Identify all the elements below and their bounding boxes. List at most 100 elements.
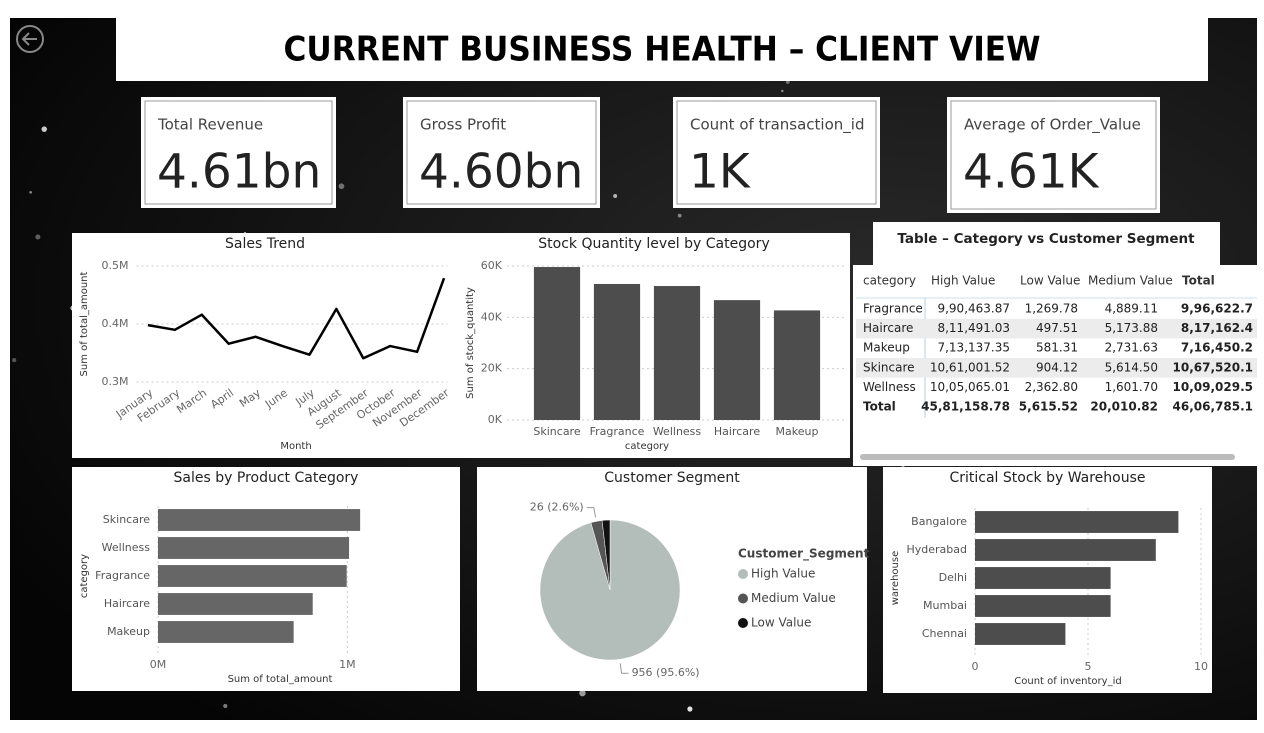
table-cell: 7,13,137.35 [937, 341, 1010, 355]
x-axis-title: Sum of total_amount [228, 674, 333, 685]
x-tick-label: 1M [339, 658, 356, 671]
x-tick-label: Wellness [653, 425, 702, 438]
table-header: category [863, 274, 916, 288]
table-cell: Makeup [863, 341, 910, 355]
table-cell: 497.51 [1036, 321, 1078, 335]
table-cell: 904.12 [1036, 360, 1078, 374]
bar [773, 310, 821, 420]
table-cell: 5,614.50 [1105, 360, 1158, 374]
table-header: Total [1182, 274, 1215, 288]
table-cell: 20,010.82 [1090, 400, 1158, 414]
bar [653, 286, 701, 420]
bg-dot [677, 213, 682, 218]
bar [158, 565, 347, 587]
bg-dot [29, 190, 32, 194]
kpi-card [947, 97, 1160, 213]
kpi-border [406, 100, 597, 205]
bar [713, 300, 761, 420]
table-cell: 8,17,162.4 [1181, 321, 1253, 335]
x-axis-title: category [625, 441, 669, 452]
table-cell: 8,11,491.03 [937, 321, 1010, 335]
chart-title: Critical Stock by Warehouse [949, 470, 1145, 486]
y-tick-label: Makeup [107, 625, 150, 638]
chart-panel [72, 233, 458, 458]
table-title-panel [873, 222, 1220, 265]
kpi-label: Count of transaction_id [690, 116, 864, 135]
kpi-value: 1K [689, 145, 751, 200]
y-axis-title: Sum of stock_quantity [465, 287, 476, 399]
table-cell: Skincare [863, 360, 915, 374]
table-cell: 5,615.52 [1019, 400, 1078, 414]
bar [158, 537, 350, 559]
bar [533, 267, 581, 420]
y-axis-title: warehouse [890, 551, 901, 606]
y-tick-label: 0.5M [102, 259, 129, 272]
chart-title: Sales by Product Category [174, 470, 359, 486]
y-tick-label: Bangalore [911, 515, 967, 528]
y-tick-label: Mumbai [923, 599, 967, 612]
table-title: Table – Category vs Customer Segment [897, 231, 1195, 247]
x-axis-title: Count of inventory_id [1014, 676, 1121, 687]
bar [975, 511, 1179, 533]
table-cell: Fragrance [863, 302, 923, 316]
bar [975, 539, 1156, 561]
bar [975, 623, 1066, 645]
chart-title: Sales Trend [225, 236, 305, 252]
kpi-label: Gross Profit [420, 116, 506, 134]
kpi-border [950, 100, 1157, 210]
y-tick-label: 0.3M [102, 375, 129, 388]
leader-line [619, 663, 629, 674]
table-header: Low Value [1020, 274, 1080, 288]
y-axis-title: category [79, 554, 90, 598]
kpi-value: 4.60bn [419, 145, 583, 200]
chart-title: Customer Segment [604, 470, 740, 486]
table-cell: 10,67,520.1 [1173, 360, 1253, 374]
y-tick-label: 0.4M [102, 317, 129, 330]
x-tick-label: 0 [972, 660, 979, 673]
x-tick-label: 5 [1085, 660, 1092, 673]
legend-marker [738, 569, 748, 579]
kpi-label: Average of Order_Value [964, 116, 1141, 135]
kpi-card [403, 97, 600, 208]
x-tick-label: Skincare [533, 425, 580, 438]
bg-dot [781, 89, 784, 93]
legend-marker [738, 618, 748, 628]
y-tick-label: Chennai [922, 627, 967, 640]
bar [158, 509, 361, 531]
data-label: 956 (95.6%) [632, 666, 700, 679]
bar [158, 621, 294, 643]
bg-dot [41, 126, 48, 132]
bg-dot [613, 193, 618, 198]
x-tick-label: 0M [150, 658, 167, 671]
y-tick-label: 0K [488, 413, 503, 426]
table-cell: 10,61,001.52 [930, 360, 1010, 374]
table-cell: 2,362.80 [1025, 380, 1078, 394]
table-cell: 7,16,450.2 [1181, 341, 1253, 355]
y-tick-label: 20K [481, 362, 503, 375]
table-cell: 2,731.63 [1105, 341, 1158, 355]
title-bar [116, 18, 1208, 81]
table-cell: 4,889.11 [1105, 302, 1158, 316]
legend-label: Low Value [751, 616, 811, 630]
back-button[interactable] [16, 25, 44, 53]
kpi-value: 4.61bn [157, 145, 321, 200]
chart-title: Stock Quantity level by Category [538, 236, 769, 252]
leader-line [586, 507, 597, 518]
y-tick-label: 60K [481, 259, 503, 272]
legend-marker [738, 593, 748, 604]
x-tick-label: Haircare [714, 425, 760, 438]
table-header: High Value [931, 274, 995, 288]
scrollbar[interactable] [860, 454, 1235, 460]
data-label: 26 (2.6%) [530, 501, 584, 514]
bar [975, 595, 1111, 617]
legend-label: High Value [751, 567, 815, 581]
table-cell: 45,81,158.78 [921, 400, 1010, 414]
kpi-border [676, 100, 877, 205]
y-axis-title: Sum of total_amount [79, 271, 90, 376]
table-cell: 9,90,463.87 [937, 302, 1010, 316]
table: category High Value Low Value Medium Value T… [856, 274, 1257, 418]
table-cell: Total [863, 400, 896, 414]
dashboard-title: CURRENT BUSINESS HEALTH – CLIENT VIEW [284, 30, 1041, 70]
table-cell: 1,601.70 [1105, 380, 1158, 394]
